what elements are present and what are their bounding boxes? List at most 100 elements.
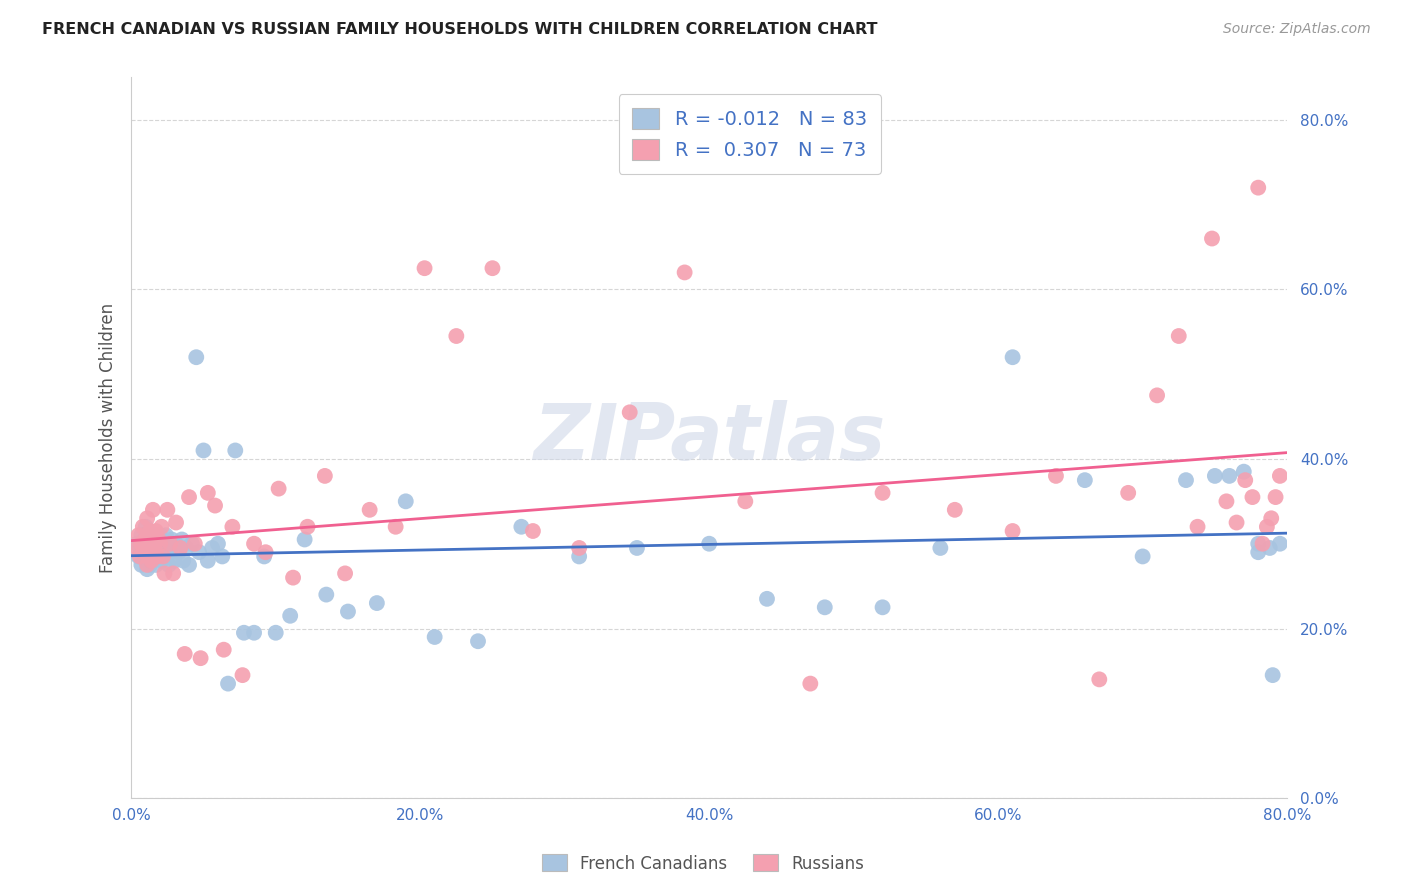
Point — [233, 625, 256, 640]
Point — [141, 533, 163, 547]
Point — [1268, 469, 1291, 483]
Point — [673, 265, 696, 279]
Point — [134, 533, 156, 547]
Point — [1175, 473, 1198, 487]
Point — [155, 528, 177, 542]
Point — [510, 520, 533, 534]
Point — [153, 545, 176, 559]
Point — [159, 541, 181, 555]
Point — [1241, 490, 1264, 504]
Point — [366, 596, 388, 610]
Point — [135, 520, 157, 534]
Point — [163, 554, 186, 568]
Point — [1167, 329, 1189, 343]
Point — [1225, 516, 1247, 530]
Point — [1268, 537, 1291, 551]
Legend: French Canadians, Russians: French Canadians, Russians — [536, 847, 870, 880]
Point — [148, 545, 170, 559]
Point — [186, 350, 208, 364]
Point — [153, 566, 176, 581]
Point — [211, 549, 233, 564]
Point — [1247, 180, 1270, 194]
Point — [142, 545, 165, 559]
Point — [522, 524, 544, 538]
Legend: R = -0.012   N = 83, R =  0.307   N = 73: R = -0.012 N = 83, R = 0.307 N = 73 — [619, 95, 880, 174]
Point — [143, 541, 166, 555]
Point — [1187, 520, 1209, 534]
Point — [145, 558, 167, 572]
Point — [138, 541, 160, 555]
Point — [1045, 469, 1067, 483]
Point — [141, 554, 163, 568]
Point — [626, 541, 648, 555]
Point — [131, 528, 153, 542]
Point — [138, 528, 160, 542]
Point — [149, 528, 172, 542]
Point — [212, 642, 235, 657]
Point — [395, 494, 418, 508]
Point — [139, 558, 162, 572]
Point — [136, 562, 159, 576]
Point — [143, 528, 166, 542]
Point — [423, 630, 446, 644]
Point — [150, 520, 173, 534]
Point — [1146, 388, 1168, 402]
Point — [197, 554, 219, 568]
Point — [294, 533, 316, 547]
Point — [1247, 545, 1270, 559]
Point — [135, 554, 157, 568]
Point — [568, 541, 591, 555]
Point — [1116, 486, 1139, 500]
Point — [149, 537, 172, 551]
Point — [138, 549, 160, 564]
Point — [872, 486, 894, 500]
Point — [872, 600, 894, 615]
Text: FRENCH CANADIAN VS RUSSIAN FAMILY HOUSEHOLDS WITH CHILDREN CORRELATION CHART: FRENCH CANADIAN VS RUSSIAN FAMILY HOUSEH… — [42, 22, 877, 37]
Point — [1261, 668, 1284, 682]
Point — [297, 520, 319, 534]
Point — [929, 541, 952, 555]
Text: ZIPatlas: ZIPatlas — [533, 400, 886, 475]
Point — [1001, 524, 1024, 538]
Point — [129, 541, 152, 555]
Point — [150, 554, 173, 568]
Point — [1260, 511, 1282, 525]
Point — [125, 537, 148, 551]
Point — [1258, 541, 1281, 555]
Point — [149, 541, 172, 555]
Point — [135, 533, 157, 547]
Point — [173, 647, 195, 661]
Point — [156, 549, 179, 564]
Point — [132, 520, 155, 534]
Point — [1234, 473, 1257, 487]
Point — [278, 608, 301, 623]
Point — [177, 490, 200, 504]
Point — [207, 537, 229, 551]
Point — [159, 537, 181, 551]
Point — [125, 541, 148, 555]
Point — [170, 533, 193, 547]
Text: Source: ZipAtlas.com: Source: ZipAtlas.com — [1223, 22, 1371, 37]
Point — [143, 549, 166, 564]
Point — [943, 503, 966, 517]
Point — [197, 486, 219, 500]
Point — [315, 588, 337, 602]
Point — [136, 541, 159, 555]
Point — [201, 541, 224, 555]
Point — [314, 469, 336, 483]
Point — [136, 558, 159, 572]
Point — [336, 605, 359, 619]
Point — [734, 494, 756, 508]
Point — [174, 541, 197, 555]
Point — [1256, 520, 1278, 534]
Point — [1201, 231, 1223, 245]
Point — [697, 537, 720, 551]
Point — [619, 405, 641, 419]
Point — [162, 566, 184, 581]
Point — [127, 549, 149, 564]
Point — [152, 537, 174, 551]
Point — [224, 443, 246, 458]
Point — [145, 524, 167, 538]
Point — [1215, 494, 1237, 508]
Point — [1233, 465, 1256, 479]
